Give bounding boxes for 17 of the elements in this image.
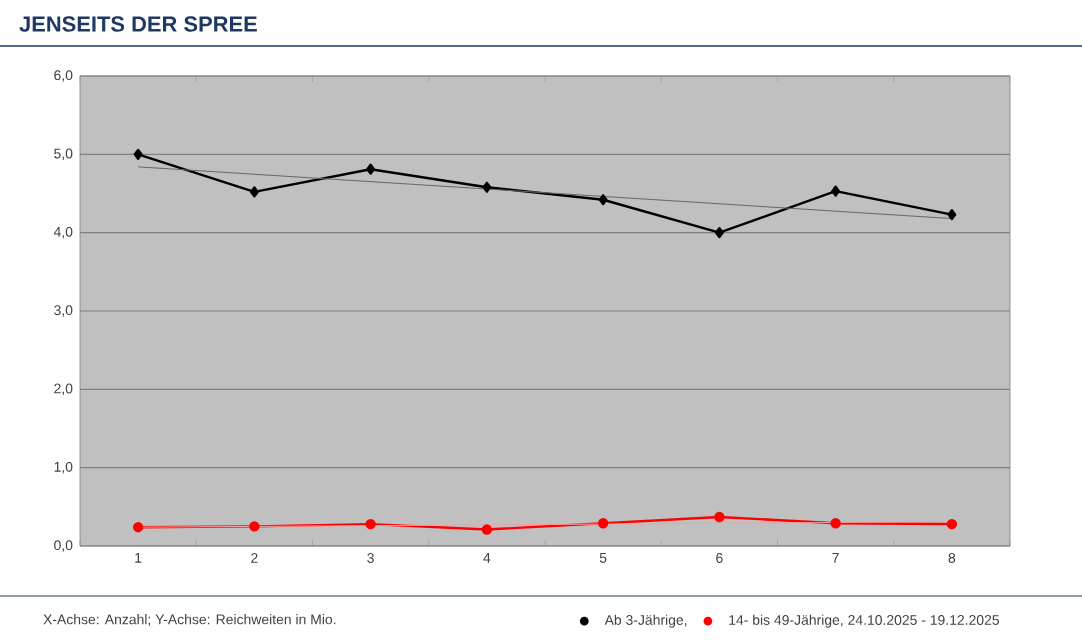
point [947, 209, 957, 221]
point [946, 518, 958, 530]
point [133, 148, 143, 160]
chart-title: JENSEITS DER SPREE [19, 16, 257, 32]
point [714, 227, 724, 239]
point [481, 524, 493, 535]
point [482, 181, 492, 193]
point [366, 163, 376, 175]
point [249, 521, 260, 532]
point [132, 522, 144, 533]
point [249, 186, 259, 198]
point [597, 518, 609, 529]
point [598, 194, 608, 206]
point [830, 518, 841, 529]
point [365, 518, 376, 530]
point [831, 185, 841, 197]
point [714, 511, 725, 523]
